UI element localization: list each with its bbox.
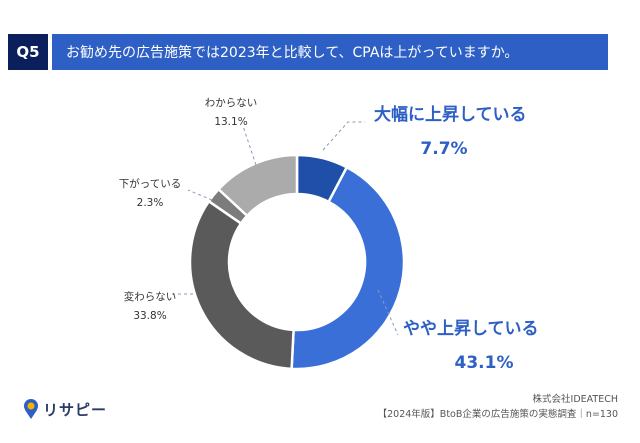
risapy-logo: リサピー — [22, 398, 107, 420]
category-label: 大幅に上昇している — [374, 104, 527, 125]
category-label: 変わらない — [124, 290, 177, 303]
logo-text: リサピー — [43, 400, 108, 419]
category-label: 下がっている — [119, 177, 181, 190]
footer-source: 【2024年版】BtoB企業の広告施策の実態調査｜n=130 — [377, 409, 618, 420]
value-label: 33.8% — [133, 310, 166, 322]
category-label: わからない — [205, 97, 258, 109]
leader-line — [322, 121, 365, 151]
value-label: 7.7% — [420, 139, 467, 159]
leader-line — [377, 289, 399, 336]
footer: 株式会社IDEATECH 【2024年版】BtoB企業の広告施策の実態調査｜n=… — [378, 392, 618, 422]
question-header: Q5 お勧め先の広告施策では2023年と比較して、CPAは上がっていますか。 — [8, 34, 608, 70]
footer-company: 株式会社IDEATECH — [532, 394, 618, 405]
question-title: お勧め先の広告施策では2023年と比較して、CPAは上がっていますか。 — [52, 34, 608, 70]
logo-pin-icon — [22, 398, 40, 420]
value-label: 43.1% — [455, 353, 514, 373]
value-label: 2.3% — [137, 197, 164, 209]
value-label: 13.1% — [214, 116, 247, 128]
slice-2 — [188, 199, 295, 371]
slice-4 — [216, 153, 299, 218]
question-number-badge: Q5 — [8, 34, 48, 70]
category-label: やや上昇している — [403, 319, 539, 339]
leader-line — [187, 189, 213, 201]
leader-line — [242, 125, 257, 166]
slice-1 — [290, 165, 406, 371]
